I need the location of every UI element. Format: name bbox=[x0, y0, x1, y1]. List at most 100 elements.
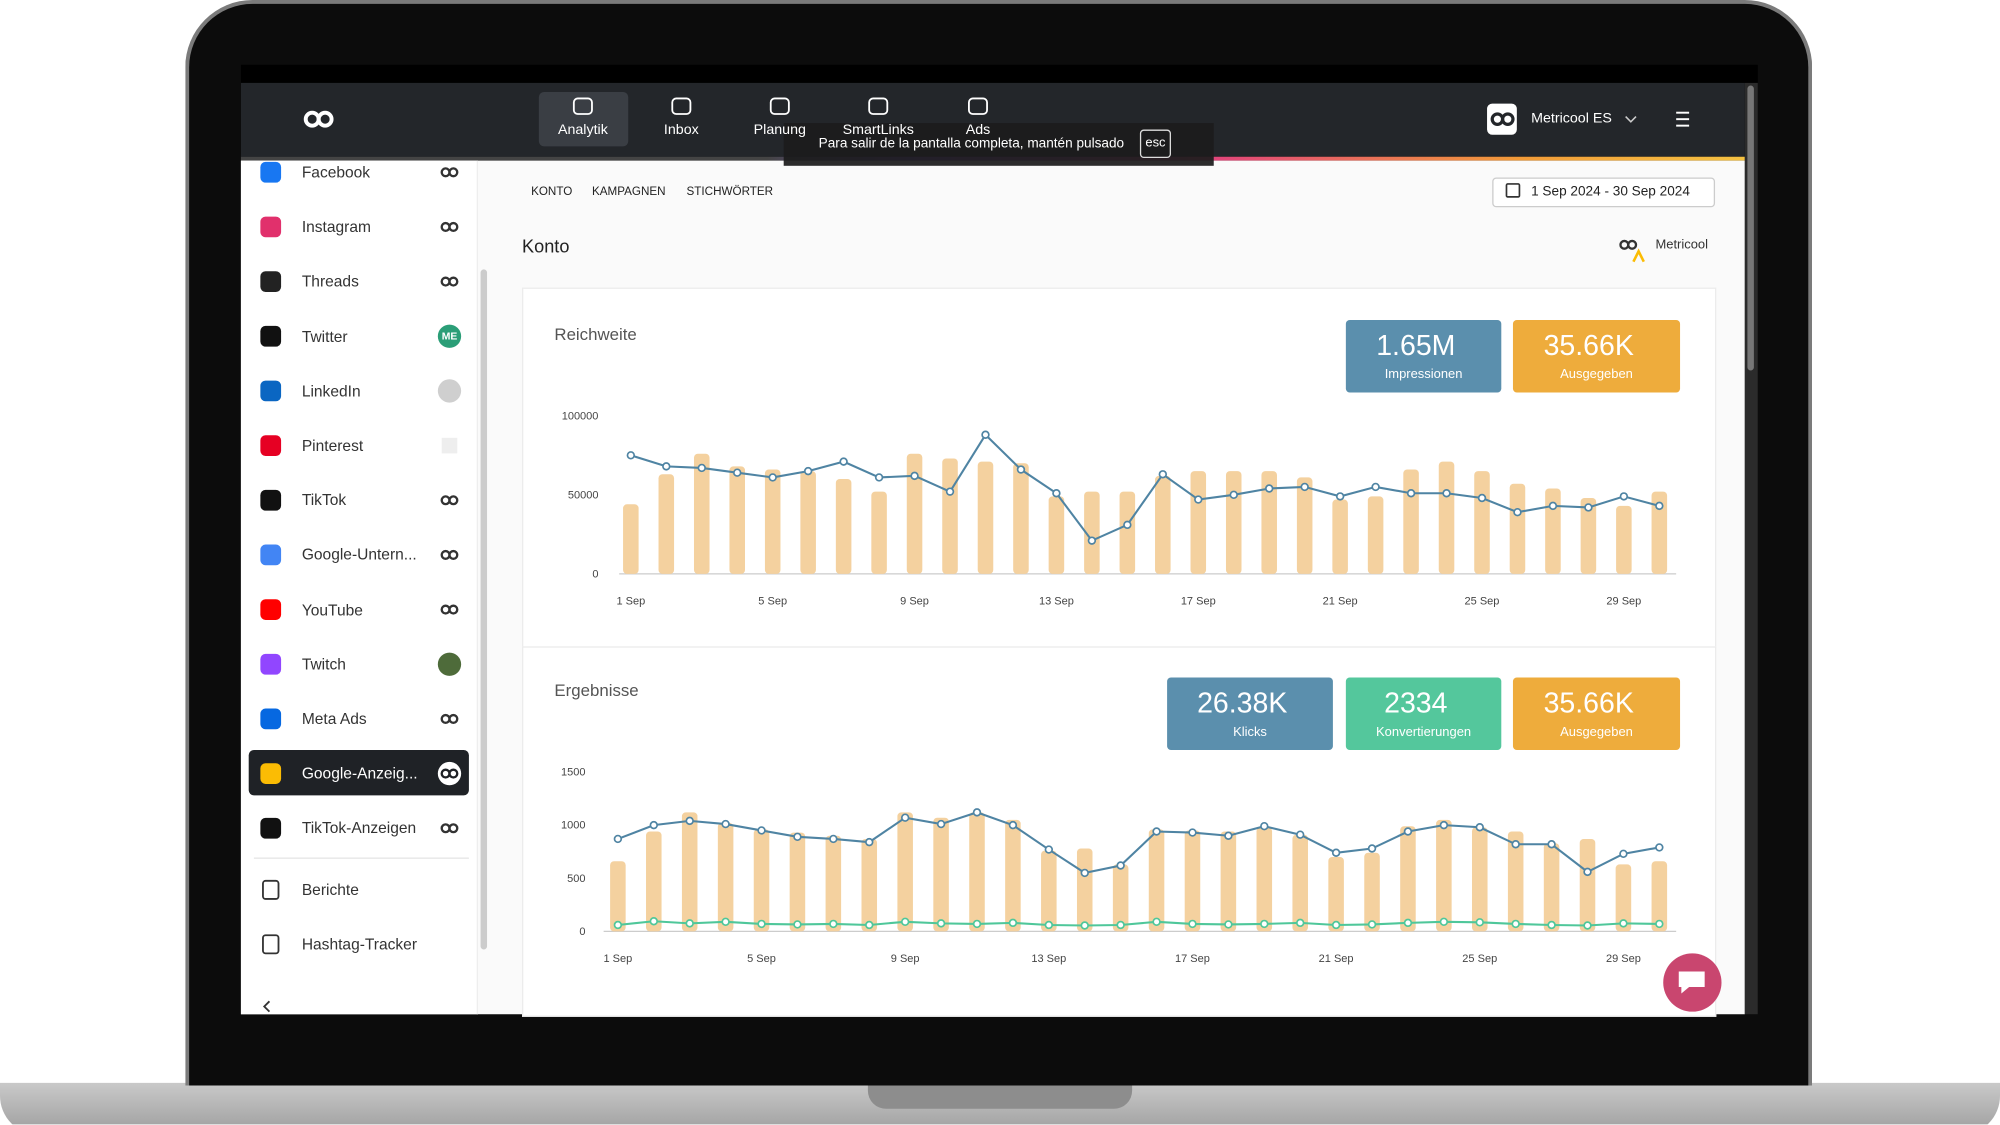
line-point bbox=[1044, 845, 1054, 854]
sidebar-item[interactable]: Pinterest bbox=[301, 436, 364, 455]
line-point bbox=[1403, 918, 1413, 928]
line-point bbox=[1583, 921, 1592, 930]
line-point bbox=[1439, 917, 1449, 926]
sidebar-item[interactable]: Twitter bbox=[301, 327, 348, 346]
tab[interactable]: KAMPAGNEN bbox=[591, 184, 666, 198]
sidebar-item[interactable]: Instagram bbox=[301, 217, 371, 236]
line-point bbox=[945, 487, 955, 496]
bar bbox=[825, 835, 842, 932]
logo-loop bbox=[448, 713, 459, 724]
line-point bbox=[865, 920, 874, 930]
line-point bbox=[839, 457, 848, 466]
line-point bbox=[865, 837, 874, 847]
sidebar-item[interactable]: TikTok bbox=[301, 491, 347, 510]
line-point bbox=[1123, 520, 1132, 530]
sidebar-item[interactable]: TikTok-Anzeigen bbox=[301, 819, 417, 838]
nav-item[interactable]: Planung bbox=[753, 122, 806, 138]
line-point bbox=[936, 819, 946, 829]
bar bbox=[1436, 819, 1452, 932]
line-point bbox=[626, 451, 636, 460]
notice-key: esc bbox=[1145, 136, 1166, 151]
esc-key bbox=[1139, 129, 1171, 159]
line-point bbox=[1260, 821, 1269, 831]
bar bbox=[897, 812, 913, 932]
line-point bbox=[1619, 919, 1628, 928]
line-point bbox=[1655, 843, 1664, 852]
x-tick-label: 5 Sep bbox=[758, 594, 788, 608]
account-name[interactable]: Metricool ES bbox=[1531, 110, 1612, 127]
line-point bbox=[1547, 840, 1556, 849]
bar bbox=[871, 491, 887, 574]
sidebar-item[interactable]: YouTube bbox=[301, 600, 363, 619]
calendar-icon bbox=[1505, 183, 1521, 198]
line-point bbox=[1116, 861, 1125, 870]
bar bbox=[1367, 496, 1384, 574]
logo-loop bbox=[448, 549, 459, 560]
bar bbox=[1112, 864, 1129, 932]
platform-icon bbox=[260, 817, 282, 839]
y-tick-label: 100000 bbox=[561, 409, 599, 422]
sidebar-item[interactable]: LinkedIn bbox=[301, 381, 361, 400]
bar bbox=[1651, 491, 1668, 574]
account-badge bbox=[437, 324, 462, 348]
stat-label: Impressionen bbox=[1384, 367, 1463, 383]
line-point bbox=[1475, 823, 1484, 832]
bar bbox=[1509, 483, 1526, 574]
y-tick-label: 0 bbox=[579, 924, 586, 938]
bar bbox=[1041, 850, 1057, 932]
logo-loop bbox=[448, 221, 459, 232]
tab[interactable]: KONTO bbox=[531, 184, 573, 198]
nav-item[interactable]: Analytik bbox=[557, 122, 608, 138]
line-point bbox=[1511, 919, 1520, 929]
date-box[interactable] bbox=[1492, 177, 1716, 208]
sidebar-item[interactable]: Google-Anzeig... bbox=[301, 764, 418, 783]
line-point bbox=[1016, 465, 1026, 474]
nav-item[interactable]: Ads bbox=[965, 122, 991, 138]
logo-loop bbox=[448, 495, 459, 506]
bar bbox=[1119, 491, 1136, 574]
sidebar-tool[interactable]: Hashtag-Tracker bbox=[301, 935, 417, 954]
stat-box bbox=[1512, 319, 1681, 393]
line-point bbox=[910, 471, 919, 481]
page-scroll-thumb bbox=[1747, 85, 1754, 371]
chart-title: Ergebnisse bbox=[554, 680, 639, 701]
sidebar-item[interactable]: Meta Ads bbox=[301, 709, 367, 728]
chat-icon bbox=[1678, 971, 1705, 994]
tab[interactable]: STICHWÖRTER bbox=[686, 184, 774, 198]
date-range[interactable]: 1 Sep 2024 - 30 Sep 2024 bbox=[1531, 183, 1690, 200]
bar bbox=[906, 453, 923, 574]
stat-box bbox=[1345, 319, 1502, 393]
chevron bbox=[1625, 116, 1637, 123]
bar bbox=[800, 471, 816, 574]
stat-value: 35.66K bbox=[1543, 329, 1634, 362]
sidebar-item[interactable]: Facebook bbox=[301, 163, 371, 182]
line-point bbox=[1087, 536, 1097, 545]
chart-title: Reichweite bbox=[554, 324, 637, 344]
bar bbox=[1332, 499, 1348, 574]
nav-active bbox=[538, 91, 629, 147]
logo-loop bbox=[1619, 239, 1630, 250]
line-point bbox=[1439, 820, 1449, 830]
bar bbox=[933, 817, 949, 932]
ads-logo bbox=[1632, 248, 1645, 263]
line-point bbox=[1295, 918, 1305, 928]
line-point bbox=[685, 919, 694, 928]
sidebar-item[interactable]: Google-Untern... bbox=[301, 545, 417, 564]
sidebar-item[interactable]: Twitch bbox=[301, 655, 346, 674]
sidebar-item[interactable]: Threads bbox=[301, 272, 359, 291]
stat-label: Klicks bbox=[1233, 725, 1267, 740]
nav-item[interactable]: SmartLinks bbox=[842, 122, 914, 138]
notch bbox=[867, 1085, 1133, 1109]
sidebar-tool[interactable]: Berichte bbox=[301, 880, 359, 899]
stat-box bbox=[1512, 677, 1681, 751]
bar bbox=[623, 504, 639, 574]
bar bbox=[1543, 843, 1560, 932]
nav-item[interactable]: Inbox bbox=[663, 122, 699, 138]
line-point bbox=[1477, 493, 1487, 503]
nav-icon bbox=[572, 97, 593, 115]
bar bbox=[1507, 831, 1524, 932]
nav-icon bbox=[968, 97, 988, 115]
